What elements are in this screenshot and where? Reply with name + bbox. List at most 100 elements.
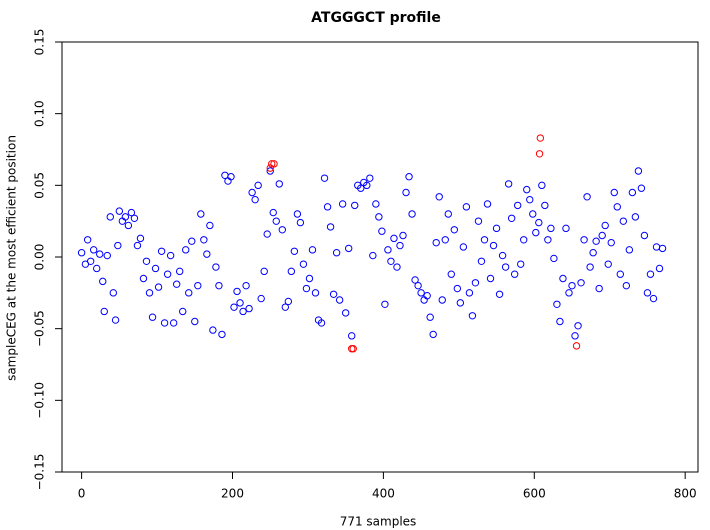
point: [456, 299, 465, 307]
point: [344, 244, 353, 253]
point: [495, 290, 504, 298]
point: [270, 160, 278, 168]
point: [236, 299, 244, 307]
point: [96, 250, 104, 258]
point: [535, 150, 544, 158]
point: [77, 249, 86, 257]
point: [426, 313, 434, 321]
point: [369, 251, 377, 260]
point: [348, 332, 356, 340]
point: [504, 180, 513, 188]
point: [432, 238, 440, 247]
point: [182, 246, 190, 254]
x-tick-label: 0: [78, 487, 86, 501]
point: [308, 246, 317, 254]
point: [317, 319, 326, 327]
point: [160, 319, 169, 327]
point: [523, 185, 531, 194]
point: [248, 188, 256, 197]
y-tick-label: 0.00: [33, 244, 47, 271]
point: [103, 251, 111, 260]
point: [450, 226, 459, 234]
point: [375, 213, 383, 221]
point: [390, 234, 398, 243]
point: [349, 345, 357, 353]
y-tick-label: −0.10: [33, 382, 47, 419]
point: [86, 257, 95, 265]
point: [372, 200, 380, 208]
point: [429, 330, 437, 339]
point: [423, 292, 431, 300]
point: [646, 270, 655, 278]
point: [447, 270, 455, 278]
point: [435, 193, 443, 201]
x-axis-label: 771 samples: [340, 515, 417, 529]
point: [471, 279, 480, 287]
point: [441, 236, 449, 244]
point: [93, 264, 101, 273]
point: [613, 203, 621, 211]
x-tick-label: 400: [372, 487, 395, 501]
point: [296, 218, 305, 227]
point: [652, 243, 661, 251]
point: [414, 281, 422, 290]
point: [179, 307, 187, 316]
point: [598, 231, 606, 240]
point: [332, 249, 341, 257]
point: [583, 193, 591, 201]
point: [115, 207, 124, 215]
point: [169, 319, 178, 327]
point: [640, 231, 649, 240]
point: [571, 332, 579, 340]
point: [124, 221, 133, 230]
point: [562, 224, 570, 233]
point: [595, 284, 603, 293]
point: [254, 181, 262, 190]
point: [489, 241, 498, 250]
point: [619, 217, 628, 225]
point: [326, 223, 335, 231]
point: [233, 287, 241, 296]
point: [535, 218, 543, 227]
point: [163, 270, 172, 278]
point: [272, 217, 280, 225]
point: [536, 134, 545, 142]
point: [209, 326, 217, 334]
point: [139, 274, 148, 283]
point: [544, 236, 552, 244]
point: [278, 226, 286, 234]
point: [438, 296, 446, 304]
point: [302, 284, 311, 293]
point: [526, 195, 534, 204]
point: [589, 249, 597, 257]
point: [145, 289, 154, 297]
point: [100, 307, 108, 316]
point: [586, 263, 594, 271]
point: [559, 274, 567, 283]
point: [510, 270, 519, 278]
point: [263, 230, 271, 238]
point: [628, 188, 637, 197]
point: [311, 289, 320, 297]
point: [396, 241, 404, 250]
point: [351, 201, 359, 210]
point: [197, 210, 205, 218]
point: [643, 289, 652, 297]
point: [381, 300, 389, 308]
point: [266, 167, 274, 175]
point: [498, 251, 507, 260]
y-tick-label: 0.05: [33, 172, 47, 199]
point: [157, 247, 166, 255]
point: [284, 297, 293, 306]
point: [393, 263, 401, 271]
point: [577, 279, 585, 287]
point: [290, 247, 299, 255]
point: [538, 181, 546, 190]
y-axis-label: sampleCEG at the most efficient position: [5, 135, 19, 381]
point: [206, 221, 214, 230]
plot-frame: [61, 41, 699, 473]
chart-title: ATGGGCT profile: [311, 10, 441, 26]
point: [607, 238, 615, 247]
point: [517, 260, 525, 268]
point: [649, 294, 658, 303]
